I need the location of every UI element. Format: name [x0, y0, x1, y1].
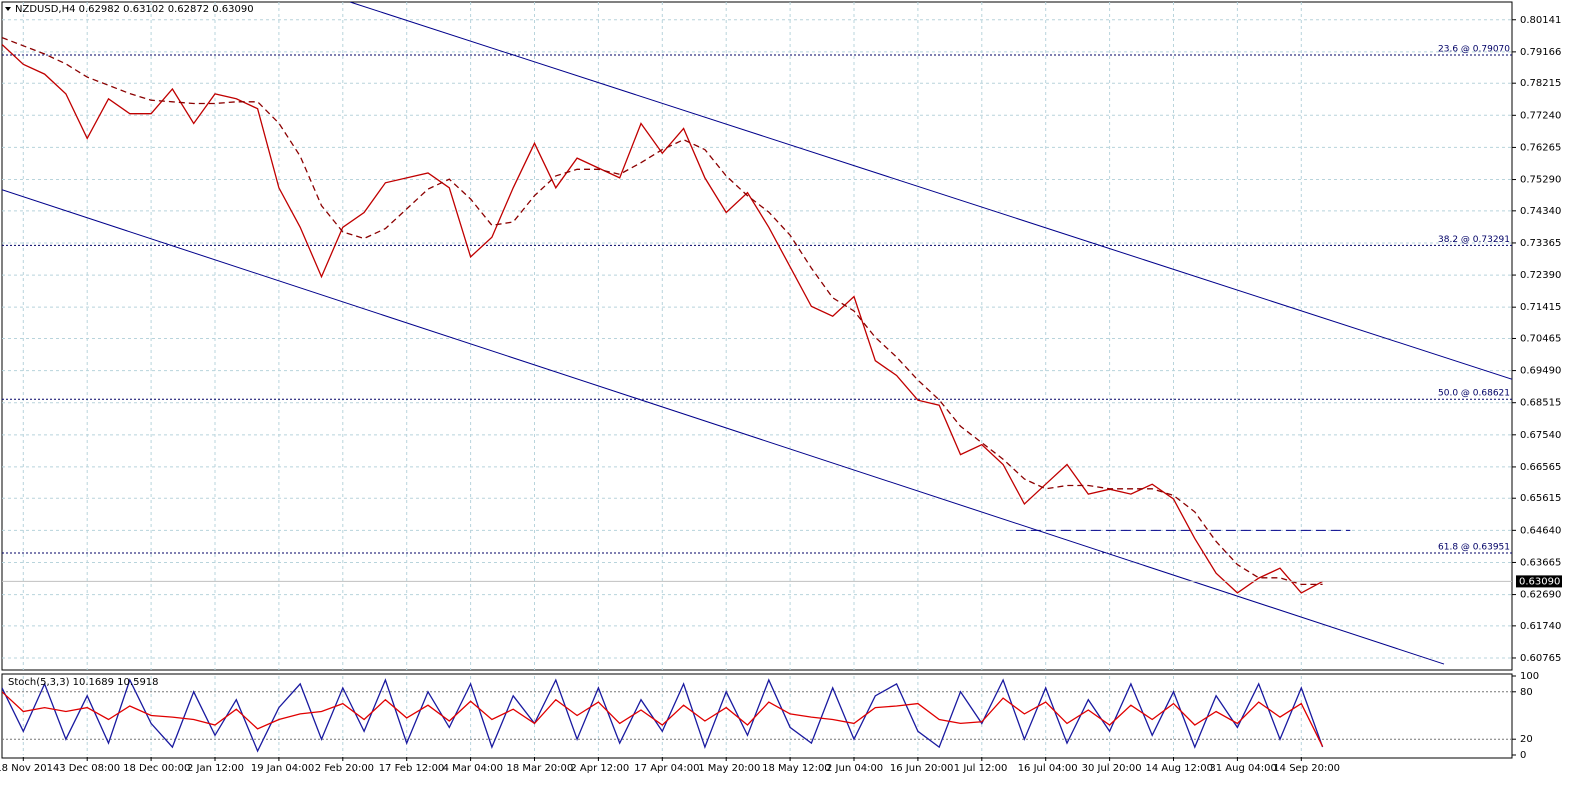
x-tick-label: 18 Nov 2014	[0, 763, 59, 774]
y-tick-label: 0.67540	[1520, 430, 1561, 441]
y-tick-label: 0.62690	[1520, 590, 1561, 601]
x-tick-label: 2 Feb 20:00	[315, 763, 374, 774]
x-tick-label: 16 Jul 04:00	[1018, 763, 1078, 774]
x-tick-label: 2 Apr 12:00	[570, 763, 629, 774]
series-line	[2, 44, 1323, 594]
y-tick-label: 0.73365	[1520, 238, 1561, 249]
x-tick-label: 2 Jan 12:00	[187, 763, 244, 774]
x-tick-label: 30 Jul 20:00	[1082, 763, 1142, 774]
x-tick-label: 18 Dec 00:00	[123, 763, 190, 774]
y-tick-label: 0.74340	[1520, 206, 1561, 217]
y-tick-label: 0.70465	[1520, 333, 1561, 344]
y-tick-label: 0.65615	[1520, 493, 1561, 504]
stoch-panel	[1, 673, 1513, 759]
y-tick-label: 0.78215	[1520, 78, 1561, 89]
y-tick-label: 0.68515	[1520, 398, 1561, 409]
y-tick-label: 0.72390	[1520, 270, 1561, 281]
stoch-title: Stoch(5,3,3) 10.1689 10.5918	[8, 677, 159, 688]
x-tick-label: 19 Jan 04:00	[251, 763, 314, 774]
fib-label: 38.2 @ 0.73291	[1438, 235, 1510, 245]
x-tick-label: 17 Apr 04:00	[634, 763, 699, 774]
series-line	[2, 36, 1323, 586]
y-tick-label: 0	[1520, 750, 1526, 761]
y-tick-label: 0.71415	[1520, 302, 1561, 313]
channel-line	[349, 2, 1512, 380]
last-price-box	[1516, 575, 1562, 588]
fib-label: 23.6 @ 0.79070	[1438, 45, 1510, 55]
x-tick-label: 16 Jun 20:00	[890, 763, 954, 774]
y-tick-label: 0.66565	[1520, 462, 1561, 473]
chart-title: NZDUSD,H4 0.62982 0.63102 0.62872 0.6309…	[15, 4, 254, 15]
last-price-label: 0.63090	[1519, 576, 1560, 587]
x-tick-label: 14 Sep 20:00	[1273, 763, 1340, 774]
y-tick-label: 0.63665	[1520, 557, 1561, 568]
series-line	[2, 691, 1324, 747]
menu-icon[interactable]	[5, 7, 11, 11]
y-tick-label: 0.75290	[1520, 175, 1561, 186]
y-tick-label: 0.61740	[1520, 621, 1561, 632]
x-tick-label: 17 Feb 12:00	[379, 763, 445, 774]
y-tick-label: 0.79166	[1520, 47, 1561, 58]
x-tick-label: 2 Jun 04:00	[826, 763, 883, 774]
y-tick-label: 80	[1520, 687, 1533, 698]
x-tick-label: 18 May 12:00	[762, 763, 831, 774]
y-tick-label: 20	[1520, 734, 1533, 745]
y-tick-label: 0.77240	[1520, 110, 1561, 121]
x-tick-label: 1 May 20:00	[698, 763, 760, 774]
fib-label: 61.8 @ 0.63951	[1438, 543, 1510, 553]
x-tick-label: 18 Mar 20:00	[507, 763, 574, 774]
y-tick-label: 0.64640	[1520, 525, 1561, 536]
x-tick-label: 3 Dec 08:00	[59, 763, 120, 774]
y-tick-label: 0.80141	[1520, 15, 1561, 26]
x-tick-label: 4 Mar 04:00	[443, 763, 503, 774]
x-tick-label: 1 Jul 12:00	[954, 763, 1008, 774]
fib-label: 50.0 @ 0.68621	[1438, 389, 1510, 399]
x-tick-label: 31 Aug 04:00	[1209, 763, 1276, 774]
x-tick-label: 14 Aug 12:00	[1146, 763, 1213, 774]
y-tick-label: 0.76265	[1520, 142, 1561, 153]
y-tick-label: 0.69490	[1520, 366, 1561, 377]
main-panel	[1, 1, 1513, 671]
y-tick-label: 100	[1520, 671, 1539, 682]
channel-line	[2, 189, 1445, 665]
y-tick-label: 0.60765	[1520, 653, 1561, 664]
